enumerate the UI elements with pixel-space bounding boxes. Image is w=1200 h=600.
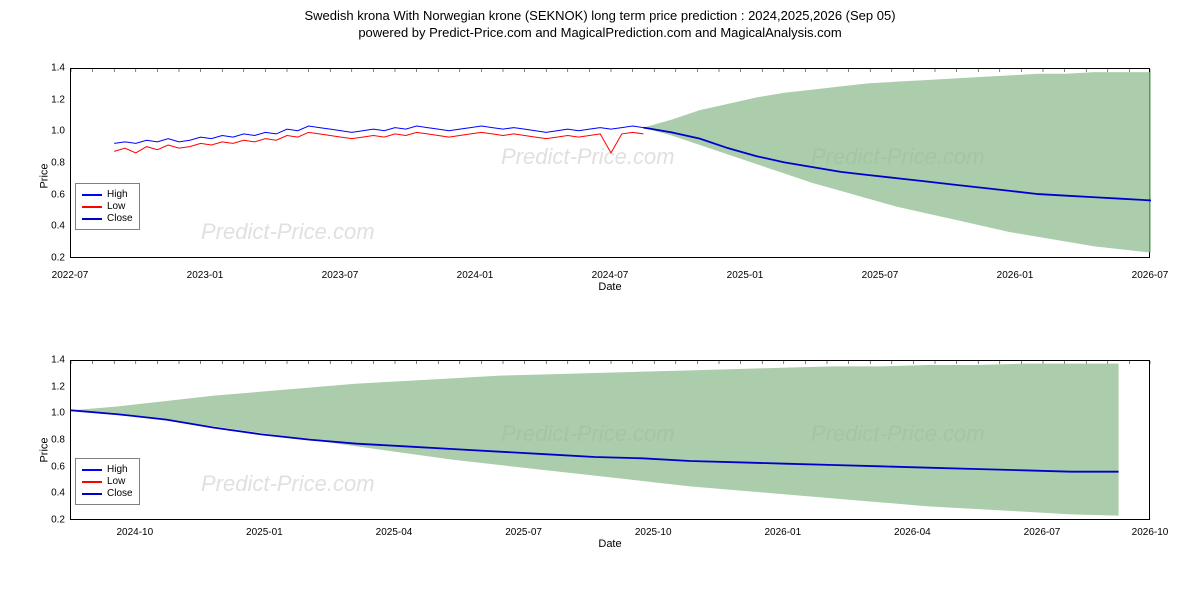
chart-title: Swedish krona With Norwegian krone (SEKN… <box>0 8 1200 23</box>
legend-color-line <box>82 218 102 220</box>
x-axis-label: Date <box>598 281 621 293</box>
x-tick-label: 2023-07 <box>322 270 359 281</box>
x-tick-label: 2025-10 <box>635 527 672 538</box>
x-tick-label: 2025-04 <box>376 527 413 538</box>
x-tick-label: 2023-01 <box>187 270 224 281</box>
x-tick-label: 2025-01 <box>727 270 764 281</box>
legend-label: Low <box>107 476 125 487</box>
y-tick-label: 0.6 <box>40 189 65 200</box>
legend-color-line <box>82 206 102 208</box>
chart-svg-top <box>71 69 1151 259</box>
x-tick-label: 2024-01 <box>457 270 494 281</box>
x-tick-label: 2026-01 <box>997 270 1034 281</box>
y-tick-label: 0.4 <box>40 221 65 232</box>
y-tick-label: 1.2 <box>40 381 65 392</box>
x-axis-label: Date <box>598 538 621 550</box>
legend-label: High <box>107 189 128 200</box>
legend-color-line <box>82 493 102 495</box>
x-tick-label: 2026-07 <box>1024 527 1061 538</box>
x-tick-label: 2025-07 <box>862 270 899 281</box>
legend-color-line <box>82 469 102 471</box>
y-tick-label: 1.4 <box>40 63 65 74</box>
y-tick-label: 0.8 <box>40 435 65 446</box>
title-block: Swedish krona With Norwegian krone (SEKN… <box>0 0 1200 40</box>
legend-item: High <box>82 464 133 475</box>
x-tick-label: 2024-07 <box>592 270 629 281</box>
x-tick-label: 2024-10 <box>116 527 153 538</box>
legend-label: High <box>107 464 128 475</box>
y-tick-label: 0.8 <box>40 158 65 169</box>
legend-label: Close <box>107 213 133 224</box>
y-tick-label: 0.2 <box>40 253 65 264</box>
legend-color-line <box>82 194 102 196</box>
y-tick-label: 0.2 <box>40 515 65 526</box>
y-tick-label: 1.0 <box>40 126 65 137</box>
y-tick-label: 1.4 <box>40 355 65 366</box>
chart-svg-bottom <box>71 361 1151 521</box>
legend-item: Close <box>82 488 133 499</box>
legend-color-line <box>82 481 102 483</box>
y-tick-label: 0.4 <box>40 488 65 499</box>
legend-top: HighLowClose <box>75 183 140 230</box>
chart-bottom: Price Predict-Price.com Predict-Price.co… <box>70 350 1150 550</box>
x-tick-label: 2022-07 <box>52 270 89 281</box>
x-tick-label: 2026-07 <box>1132 270 1169 281</box>
x-tick-label: 2025-01 <box>246 527 283 538</box>
plot-area-bottom: Predict-Price.com Predict-Price.com Pred… <box>70 360 1150 520</box>
legend-item: Close <box>82 213 133 224</box>
plot-area-top: Predict-Price.com Predict-Price.com Pred… <box>70 68 1150 258</box>
y-tick-label: 0.6 <box>40 461 65 472</box>
x-tick-label: 2026-10 <box>1132 527 1169 538</box>
x-tick-label: 2026-01 <box>764 527 801 538</box>
x-tick-label: 2026-04 <box>894 527 931 538</box>
chart-subtitle: powered by Predict-Price.com and Magical… <box>0 25 1200 40</box>
y-tick-label: 1.2 <box>40 94 65 105</box>
legend-label: Low <box>107 201 125 212</box>
legend-bottom: HighLowClose <box>75 458 140 505</box>
legend-item: Low <box>82 476 133 487</box>
chart-top: Price Predict-Price.com Predict-Price.co… <box>70 58 1150 293</box>
legend-item: High <box>82 189 133 200</box>
legend-label: Close <box>107 488 133 499</box>
x-tick-label: 2025-07 <box>505 527 542 538</box>
legend-item: Low <box>82 201 133 212</box>
y-tick-label: 1.0 <box>40 408 65 419</box>
